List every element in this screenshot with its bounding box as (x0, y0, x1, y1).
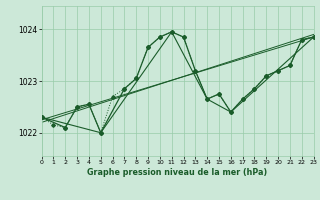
X-axis label: Graphe pression niveau de la mer (hPa): Graphe pression niveau de la mer (hPa) (87, 168, 268, 177)
